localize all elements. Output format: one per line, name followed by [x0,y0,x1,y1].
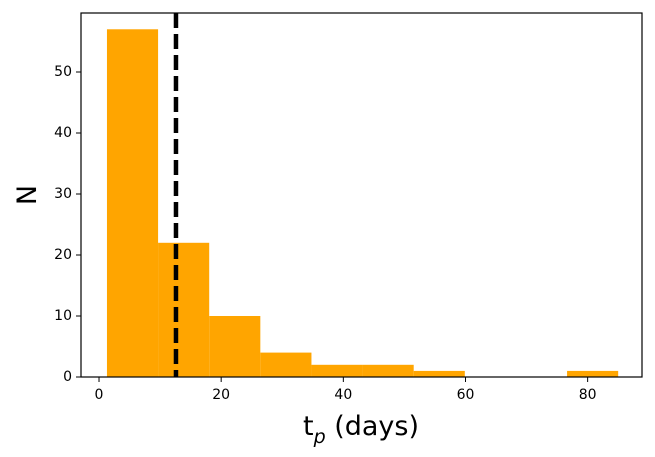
y-tick-label: 40 [54,125,72,141]
bar [567,370,619,377]
x-label-base: t [303,411,314,442]
plot-frame [80,12,643,378]
x-tick-label: 20 [212,387,230,403]
x-tick-label: 40 [334,387,352,403]
x-label-rest: (days) [326,411,419,442]
bar [158,242,210,377]
bar [260,352,312,377]
x-tick-label: 0 [95,387,104,403]
y-tick-label: 50 [54,64,72,80]
x-axis-label: tp (days) [303,411,419,448]
x-tick-label: 80 [579,387,597,403]
y-tick-label: 0 [63,369,72,385]
bar [106,29,159,377]
y-tick-label: 10 [54,308,72,324]
y-tick-label: 20 [54,247,72,263]
bar [209,315,261,377]
bar [311,364,363,377]
x-tick-label: 60 [457,387,475,403]
x-label-sub: p [313,426,326,448]
y-axis-label: N [12,185,43,205]
bar [362,364,414,377]
y-tick-label: 30 [54,186,72,202]
bar [413,370,465,377]
